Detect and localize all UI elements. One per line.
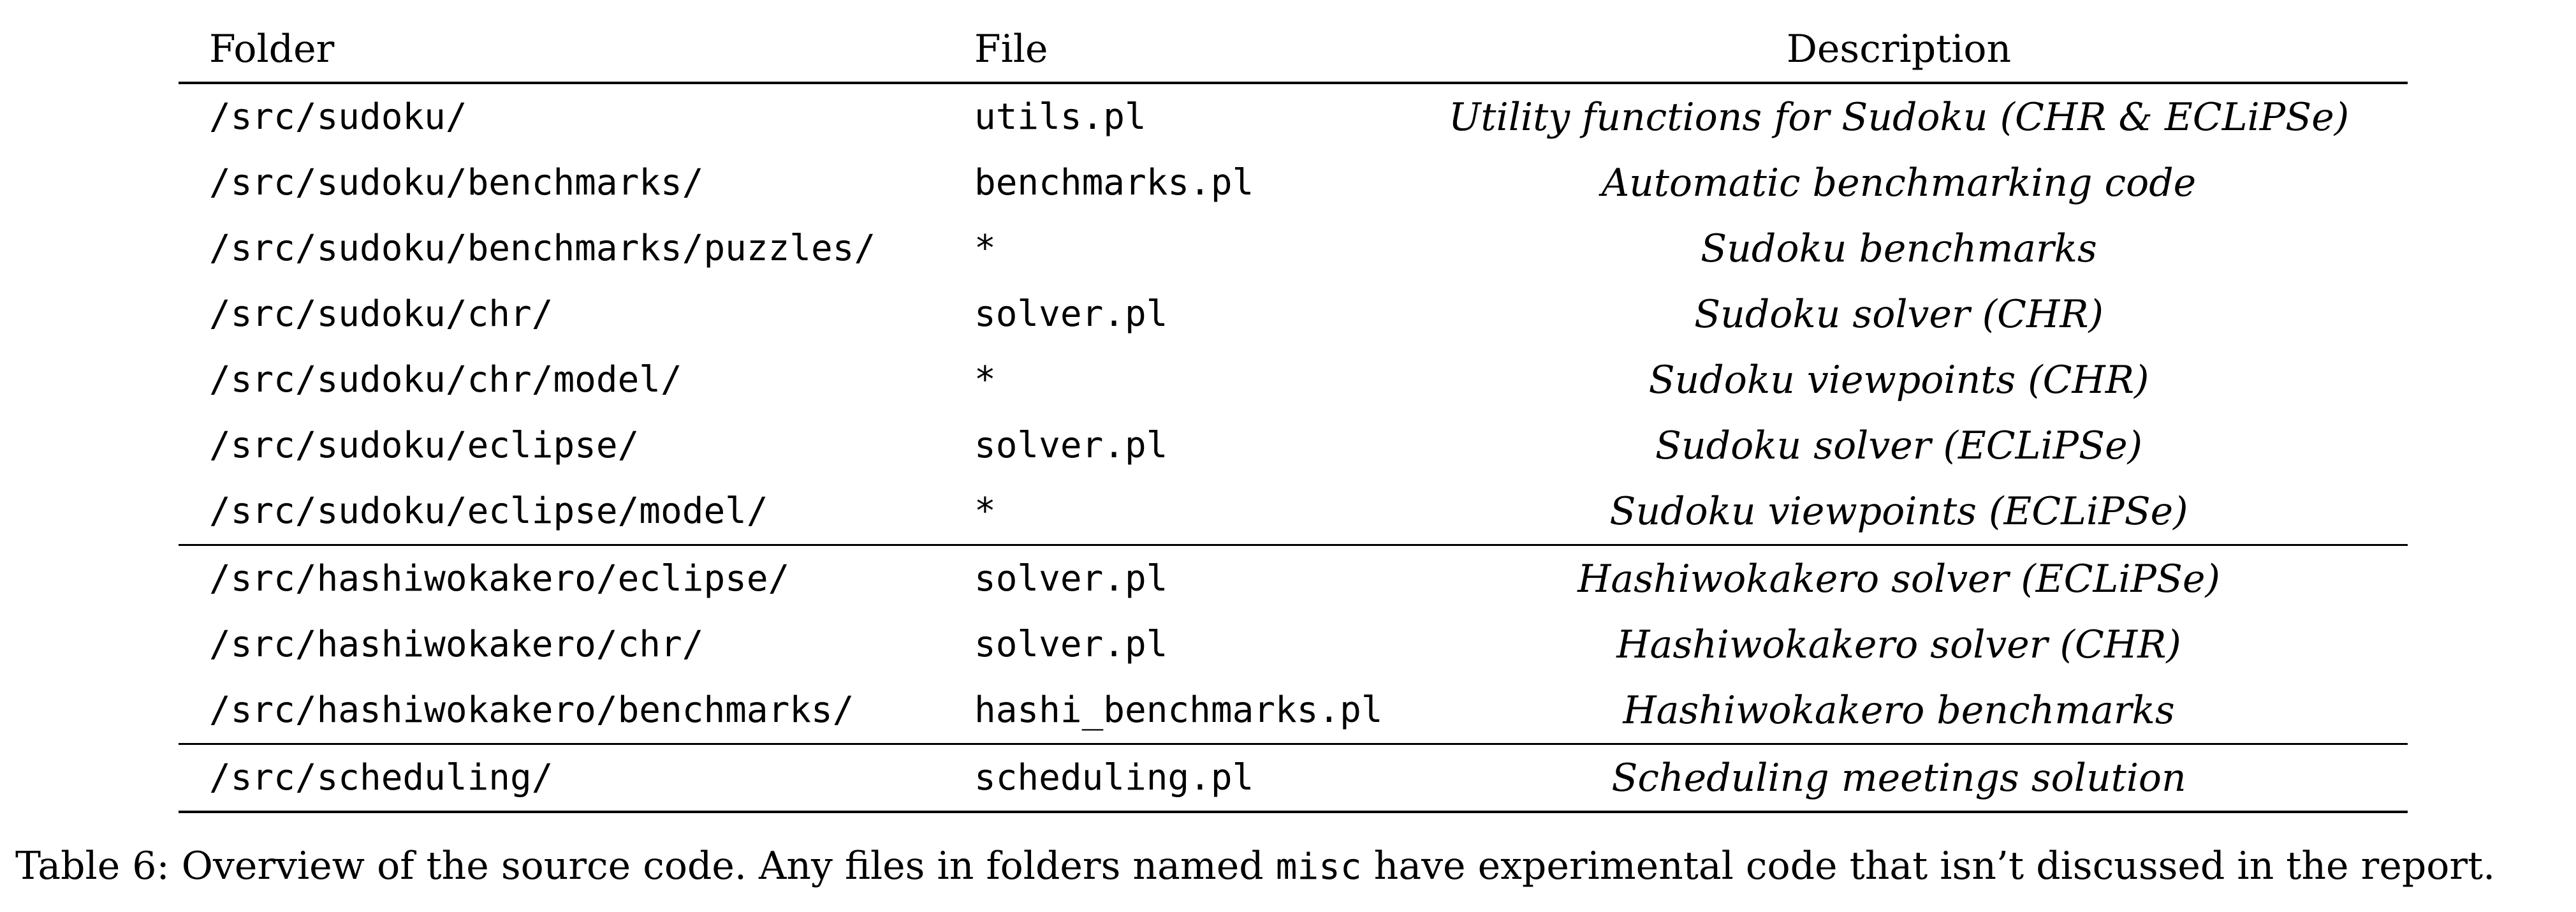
file-cell: solver.pl — [974, 624, 1168, 665]
caption-code: misc — [1275, 846, 1362, 888]
header-row: Folder File Description — [179, 17, 2408, 83]
table-header: Folder File Description — [179, 17, 2408, 83]
description-column-header: Description — [1786, 27, 2012, 71]
file-cell: solver.pl — [974, 558, 1168, 599]
file-cell: * — [974, 490, 996, 532]
table-caption: Table 6: Overview of the source code. An… — [15, 841, 2559, 893]
table-row: /src/hashiwokakero/eclipse/ solver.pl Ha… — [179, 545, 2408, 612]
description-cell: Sudoku benchmarks — [1701, 226, 2097, 271]
table-row: /src/sudoku/eclipse/ solver.pl Sudoku so… — [179, 413, 2408, 478]
source-code-table: Folder File Description /src/sudoku/ uti… — [179, 17, 2408, 813]
file-cell: benchmarks.pl — [974, 162, 1254, 203]
file-cell: * — [974, 359, 996, 401]
folder-cell: /src/hashiwokakero/chr/ — [209, 624, 704, 665]
folder-cell: /src/sudoku/benchmarks/puzzles/ — [209, 228, 876, 269]
folder-cell: /src/sudoku/eclipse/ — [209, 425, 640, 466]
table-row: /src/hashiwokakero/chr/ solver.pl Hashiw… — [179, 612, 2408, 677]
folder-column-header: Folder — [209, 27, 335, 71]
description-cell: Hashiwokakero solver (ECLiPSe) — [1577, 556, 2220, 601]
table-row: /src/sudoku/eclipse/model/ * Sudoku view… — [179, 478, 2408, 545]
file-cell: * — [974, 228, 996, 269]
table-body: /src/sudoku/ utils.pl Utility functions … — [179, 83, 2408, 812]
folder-cell: /src/sudoku/chr/model/ — [209, 359, 682, 401]
description-cell: Sudoku solver (CHR) — [1694, 291, 2104, 337]
file-cell: utils.pl — [974, 96, 1146, 138]
description-cell: Utility functions for Sudoku (CHR & ECLi… — [1448, 94, 2350, 140]
source-code-table-container: Folder File Description /src/sudoku/ uti… — [179, 17, 2408, 813]
file-column-header: File — [974, 27, 1048, 71]
caption-label: Table 6: — [15, 844, 170, 888]
folder-cell: /src/hashiwokakero/eclipse/ — [209, 558, 790, 599]
table-row: /src/sudoku/benchmarks/puzzles/ * Sudoku… — [179, 216, 2408, 281]
table-row: /src/sudoku/benchmarks/ benchmarks.pl Au… — [179, 150, 2408, 216]
table-row: /src/sudoku/chr/ solver.pl Sudoku solver… — [179, 281, 2408, 347]
description-cell: Sudoku viewpoints (ECLiPSe) — [1609, 489, 2188, 534]
description-cell: Hashiwokakero benchmarks — [1623, 688, 2175, 733]
caption-text-after: have experimental code that isn’t discus… — [1373, 844, 2496, 888]
description-cell: Sudoku solver (ECLiPSe) — [1655, 423, 2143, 468]
folder-cell: /src/sudoku/ — [209, 96, 467, 138]
table-row: /src/hashiwokakero/benchmarks/ hashi_ben… — [179, 677, 2408, 744]
caption-text-before: Overview of the source code. Any files i… — [181, 844, 1264, 888]
file-cell: scheduling.pl — [974, 757, 1254, 798]
file-cell: solver.pl — [974, 293, 1168, 335]
file-cell: solver.pl — [974, 425, 1168, 466]
folder-cell: /src/sudoku/eclipse/model/ — [209, 490, 768, 532]
table-row: /src/sudoku/ utils.pl Utility functions … — [179, 83, 2408, 150]
file-cell: hashi_benchmarks.pl — [974, 689, 1383, 731]
description-cell: Scheduling meetings solution — [1611, 755, 2186, 800]
table-row: /src/sudoku/chr/model/ * Sudoku viewpoin… — [179, 347, 2408, 413]
folder-cell: /src/scheduling/ — [209, 757, 553, 798]
folder-cell: /src/sudoku/chr/ — [209, 293, 553, 335]
description-cell: Automatic benchmarking code — [1601, 160, 2197, 205]
table-row: /src/scheduling/ scheduling.pl Schedulin… — [179, 744, 2408, 812]
folder-cell: /src/sudoku/benchmarks/ — [209, 162, 704, 203]
description-cell: Hashiwokakero solver (CHR) — [1616, 622, 2181, 667]
folder-cell: /src/hashiwokakero/benchmarks/ — [209, 689, 854, 731]
description-cell: Sudoku viewpoints (CHR) — [1648, 357, 2149, 402]
